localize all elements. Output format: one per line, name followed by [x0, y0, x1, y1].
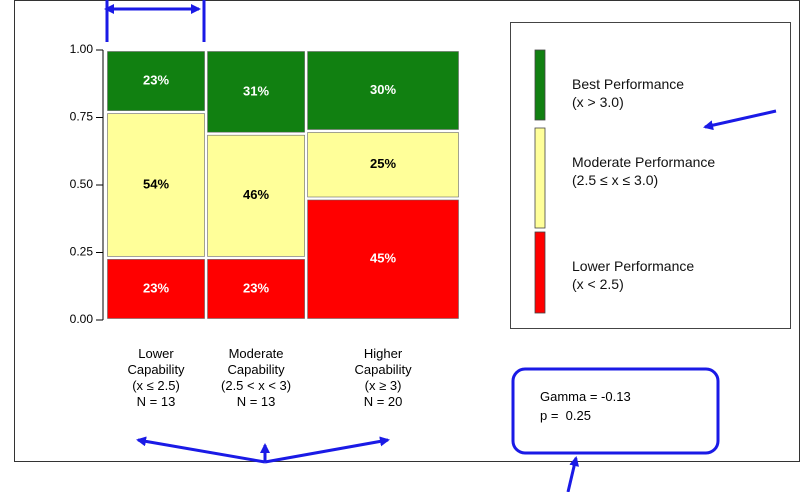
stats-note: p = 0.25: [540, 408, 591, 423]
legend-name: Best Performance: [572, 76, 685, 92]
legend-entry: Best Performance (x > 3.0): [572, 75, 722, 111]
mosaic-cell: [307, 51, 459, 130]
y-tick-label: 0.50: [70, 177, 94, 191]
y-tick-label: 0.75: [70, 110, 94, 124]
legend-box: [510, 22, 791, 329]
mosaic-cell: [307, 132, 459, 198]
legend-swatch: [534, 231, 546, 314]
stats-note: Gamma = -0.13: [540, 389, 631, 404]
category-range: (x ≥ 3): [364, 378, 402, 393]
count-label: N = 13: [236, 394, 276, 409]
legend-entry: Lower Performance (x < 2.5): [572, 257, 722, 293]
annotation-arrows: [104, 0, 777, 492]
stats-box: [511, 367, 720, 455]
legend-range: (x > 3.0): [572, 94, 624, 110]
mosaic-cell: [107, 113, 205, 257]
category-name: Higher Capability: [354, 346, 412, 377]
frame: [14, 0, 800, 462]
category-range: (x ≤ 2.5): [132, 378, 180, 393]
legend-swatch: [534, 127, 546, 229]
category-range: (2.5 < x < 3): [221, 378, 292, 393]
y-tick-label: 1.00: [70, 42, 94, 56]
category-name: Moderate Capability: [227, 346, 285, 377]
legend-range: (2.5 ≤ x ≤ 3.0): [572, 172, 659, 188]
y-tick-label: 0.25: [70, 245, 94, 259]
mosaic-cell: [307, 199, 459, 319]
mosaic-cell: [207, 134, 305, 257]
legend-name: Lower Performance: [572, 258, 695, 274]
count-label: N = 13: [136, 394, 176, 409]
legend-entry: Moderate Performance (2.5 ≤ x ≤ 3.0): [572, 153, 722, 189]
value-label: 23%: [243, 280, 269, 295]
count-label: N = 20: [363, 394, 403, 409]
mosaic-cell: [207, 259, 305, 319]
value-label: 54%: [143, 176, 169, 191]
value-label: 46%: [243, 187, 269, 202]
category-label: Moderate Capability (2.5 < x < 3) N = 13: [201, 346, 311, 410]
value-label: 31%: [243, 83, 269, 98]
legend-swatch: [534, 49, 546, 121]
value-label: 25%: [370, 156, 396, 171]
value-label: 30%: [370, 82, 396, 97]
legend-name: Moderate Performance: [572, 154, 716, 170]
y-tick-label: 0.00: [70, 312, 94, 326]
category-name: Lower Capability: [127, 346, 185, 377]
category-label: Lower Capability (x ≤ 2.5) N = 13: [101, 346, 211, 410]
value-label: 23%: [143, 72, 169, 87]
value-label: 45%: [370, 251, 396, 266]
value-label: 23%: [143, 280, 169, 295]
category-label: Higher Capability (x ≥ 3) N = 20: [328, 346, 438, 410]
mosaic-cell: [107, 51, 205, 111]
legend-range: (x < 2.5): [572, 276, 624, 292]
mosaic-cell: [107, 259, 205, 319]
mosaic-cell: [207, 51, 305, 133]
